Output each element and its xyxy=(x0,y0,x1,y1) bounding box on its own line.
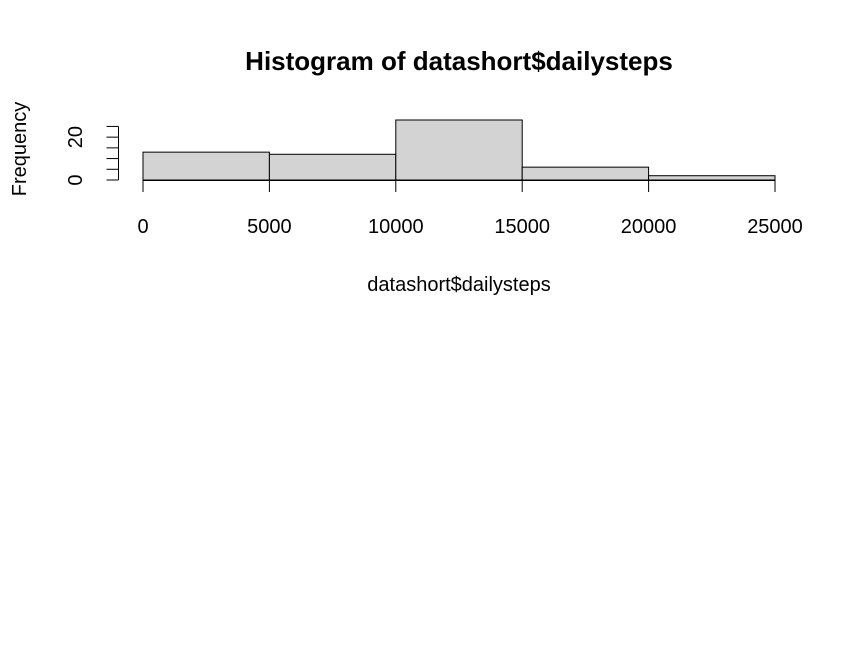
x-axis: 0 5000 10000 15000 20000 25000 xyxy=(137,180,803,238)
histogram-bar xyxy=(268,153,397,181)
x-tick-label: 0 xyxy=(137,216,148,238)
chart-title: Histogram of datashort$dailysteps xyxy=(245,46,673,76)
histogram-bar xyxy=(521,166,650,181)
y-axis-label: Frequency xyxy=(9,102,31,197)
histogram-bar xyxy=(142,151,270,181)
bars-group xyxy=(142,119,776,181)
x-tick-label: 10000 xyxy=(368,216,424,238)
y-axis: 0 20 xyxy=(65,125,119,186)
y-tick-label: 20 xyxy=(65,126,87,148)
y-tick-label: 0 xyxy=(65,174,87,185)
x-tick-label: 20000 xyxy=(621,216,677,238)
x-tick-label: 5000 xyxy=(247,216,292,238)
histogram-bar xyxy=(648,175,776,181)
histogram-bar xyxy=(395,119,523,181)
x-tick-label: 15000 xyxy=(494,216,550,238)
x-tick-label: 25000 xyxy=(747,216,803,238)
x-axis-label: datashort$dailysteps xyxy=(367,274,550,296)
